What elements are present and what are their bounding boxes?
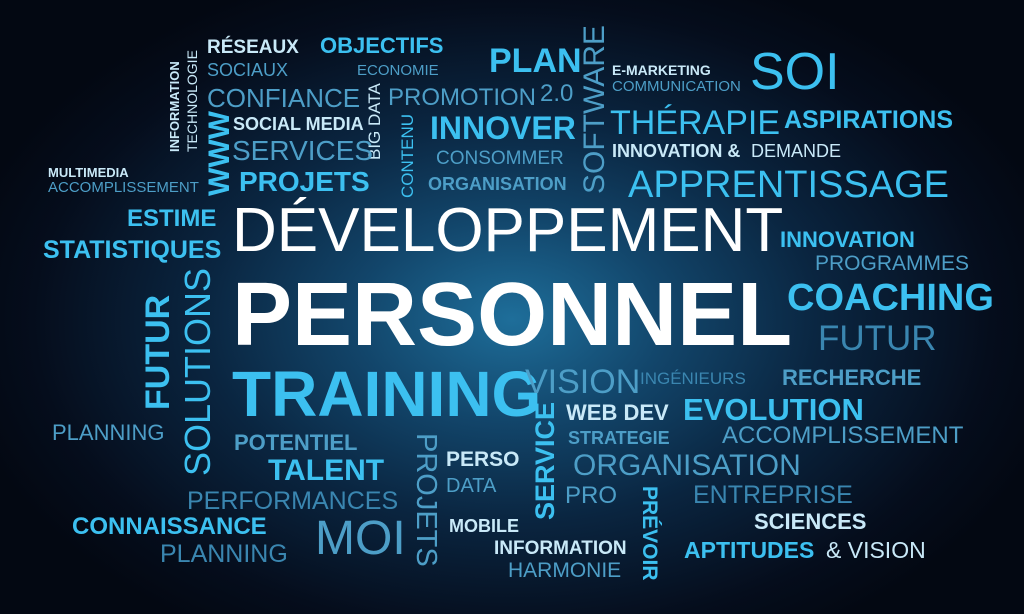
- word-sciences: SCIENCES: [754, 509, 867, 534]
- word-organisation-small: ORGANISATION: [428, 174, 567, 194]
- word-information-vertical: INFORMATION: [167, 61, 182, 152]
- word-multimedia: MULTIMEDIA: [48, 165, 129, 180]
- word-web-dev: WEB DEV: [566, 400, 669, 425]
- word-e-marketing: E-MARKETING: [612, 62, 711, 78]
- word-coaching: COACHING: [787, 277, 994, 319]
- word-projets: PROJETS: [239, 166, 370, 197]
- word-programmes: PROGRAMMES: [815, 252, 970, 275]
- word-sociaux: SOCIAUX: [207, 60, 289, 80]
- word-2-0: 2.0: [540, 80, 574, 107]
- word-talent: TALENT: [268, 454, 385, 487]
- word-aspirations: ASPIRATIONS: [784, 106, 953, 134]
- word-evolution: EVOLUTION: [683, 392, 864, 427]
- word-planning: PLANNING: [52, 420, 165, 445]
- word-confiance: CONFIANCE: [207, 83, 361, 113]
- word-planning-2: PLANNING: [160, 540, 288, 568]
- word-innovation: INNOVATION: [780, 227, 915, 252]
- word-statistiques: STATISTIQUES: [43, 236, 222, 264]
- word-data: DATA: [446, 475, 497, 497]
- word-pro: PRO: [565, 482, 618, 509]
- word-recherche: RECHERCHE: [782, 365, 922, 390]
- word-innovation-and: INNOVATION &: [612, 141, 741, 161]
- word-accomplissement-small: ACCOMPLISSEMENT: [48, 179, 199, 196]
- word-ingenieurs: INGÉNIEURS: [640, 369, 746, 388]
- word-services: SERVICES: [232, 135, 374, 166]
- word-technologie-vertical: TECHNOLOGIE: [184, 50, 200, 152]
- word-reseaux: RÉSEAUX: [207, 37, 299, 58]
- word-organisation: ORGANISATION: [573, 449, 801, 482]
- word-www: WWW: [203, 111, 236, 196]
- word-mobile: MOBILE: [449, 516, 519, 536]
- word-vision: VISION: [525, 363, 641, 401]
- word-aptitudes: APTITUDES: [684, 537, 815, 563]
- word-economie: ECONOMIE: [357, 62, 439, 79]
- word-perso: PERSO: [446, 448, 520, 471]
- word-projets-vertical: PROJETS: [410, 433, 442, 567]
- word-therapie: THÉRAPIE: [610, 104, 781, 142]
- word-developpement: DÉVELOPPEMENT: [232, 196, 784, 265]
- word-social-media: SOCIAL MEDIA: [233, 114, 364, 134]
- word-entreprise: ENTREPRISE: [693, 481, 853, 509]
- word-personnel: PERSONNEL: [232, 265, 793, 365]
- word-information: INFORMATION: [494, 538, 627, 559]
- word-objectifs: OBJECTIFS: [320, 33, 444, 58]
- word-and-vision: & VISION: [826, 537, 926, 563]
- word-connaissance: CONNAISSANCE: [72, 513, 267, 540]
- word-soi: SOI: [750, 43, 840, 101]
- word-apprentissage: APPRENTISSAGE: [628, 164, 949, 206]
- word-futur-vertical: FUTUR: [139, 294, 177, 410]
- word-demande: DEMANDE: [751, 141, 842, 161]
- word-solutions-vertical: SOLUTIONS: [177, 267, 218, 476]
- word-consommer: CONSOMMER: [436, 148, 564, 169]
- word-moi: MOI: [315, 512, 406, 565]
- word-contenu: CONTENU: [398, 113, 417, 198]
- word-accomplissement: ACCOMPLISSEMENT: [722, 422, 964, 449]
- word-potentiel: POTENTIEL: [234, 430, 358, 455]
- word-estime: ESTIME: [127, 205, 217, 232]
- word-training: TRAINING: [232, 358, 542, 430]
- word-communication: COMMUNICATION: [612, 78, 741, 95]
- word-software: SOFTWARE: [578, 25, 611, 194]
- word-service-vertical: SERVICE: [530, 401, 560, 520]
- word-innover: INNOVER: [430, 110, 576, 146]
- word-prevoir-vertical: PRÉVOIR: [638, 486, 661, 581]
- word-plan: PLAN: [489, 42, 582, 80]
- word-harmonie: HARMONIE: [508, 559, 622, 582]
- word-strategie: STRATEGIE: [568, 428, 670, 448]
- word-promotion: PROMOTION: [388, 84, 536, 111]
- word-futur: FUTUR: [818, 319, 937, 358]
- word-performances: PERFORMANCES: [187, 487, 399, 515]
